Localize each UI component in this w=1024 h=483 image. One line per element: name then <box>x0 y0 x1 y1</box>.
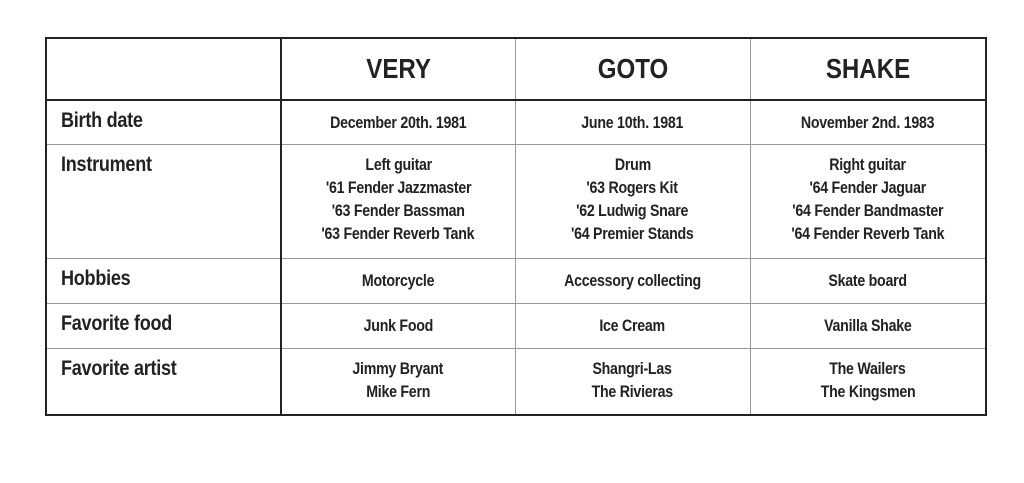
cell-text: November 2nd. 1983 <box>801 114 935 132</box>
member-profile-table: VERY GOTO SHAKE Birth date December 20th.… <box>45 37 987 416</box>
cell-text: Ice Cream <box>599 316 666 335</box>
cell-text: '64 Fender Bandmaster <box>792 201 944 220</box>
table-cell: Vanilla Shake <box>749 302 987 349</box>
cell-text: Junk Food <box>363 316 434 335</box>
cell-text: The Rivieras <box>591 382 674 401</box>
row-label: Favorite food <box>45 302 282 349</box>
corner-cell <box>45 38 282 101</box>
table-row: Favorite artist Jimmy Bryant Mike Fern Shan… <box>45 347 987 416</box>
cell-text: Mike Fern <box>366 382 431 401</box>
row-label-text: Favorite artist <box>61 356 177 380</box>
table-row: Hobbies Motorcycle Accessory collecting Ska… <box>45 257 987 304</box>
cell-text: Accessory collecting <box>564 271 701 290</box>
cell-text: Vanilla Shake <box>824 316 912 335</box>
row-label: Hobbies <box>45 257 282 304</box>
row-label: Favorite artist <box>45 347 282 416</box>
cell-text: '64 Fender Jaguar <box>809 178 927 197</box>
table-cell: Jimmy Bryant Mike Fern <box>280 347 516 416</box>
cell-text: '61 Fender Jazzmaster <box>325 178 472 197</box>
cell-text: '63 Fender Bassman <box>331 201 465 220</box>
cell-text: Motorcycle <box>362 271 435 290</box>
row-label: Instrument <box>45 143 282 259</box>
table-row: Favorite food Junk Food Ice Cream Vanilla S… <box>45 302 987 349</box>
table-cell: December 20th. 1981 <box>280 99 516 145</box>
cell-text: The Wailers <box>829 359 907 378</box>
column-header: VERY <box>280 38 516 101</box>
table-cell: The Wailers The Kingsmen <box>749 347 987 416</box>
row-label-text: Hobbies <box>61 266 131 290</box>
cell-text: Shangri-Las <box>592 359 673 378</box>
table-row: Instrument Left guitar '61 Fender Jazzmast… <box>45 143 987 259</box>
cell-text: Skate board <box>828 271 908 290</box>
table-cell: Shangri-Las The Rivieras <box>514 347 751 416</box>
row-label-text: Favorite food <box>61 311 173 335</box>
row-label: Birth date <box>45 99 282 145</box>
table-cell: Skate board <box>749 257 987 304</box>
cell-text: Right guitar <box>829 155 907 174</box>
cell-text: '63 Rogers Kit <box>586 178 679 197</box>
cell-text: Drum <box>614 155 651 174</box>
cell-text: '64 Fender Reverb Tank <box>791 224 945 243</box>
cell-text: '64 Premier Stands <box>571 224 694 243</box>
row-label-text: Birth date <box>61 109 143 132</box>
table-row: Birth date December 20th. 1981 June 10th. … <box>45 99 987 145</box>
table-cell: Left guitar '61 Fender Jazzmaster '63 Fend… <box>280 143 516 259</box>
cell-text: June 10th. 1981 <box>581 114 684 132</box>
column-header: GOTO <box>514 38 751 101</box>
header-row: VERY GOTO SHAKE <box>45 38 987 101</box>
column-header: SHAKE <box>749 38 987 101</box>
table-cell: Junk Food <box>280 302 516 349</box>
cell-text: '63 Fender Reverb Tank <box>321 224 475 243</box>
table-cell: June 10th. 1981 <box>514 99 751 145</box>
cell-text: '62 Ludwig Snare <box>576 201 689 220</box>
table-cell: Accessory collecting <box>514 257 751 304</box>
cell-text: December 20th. 1981 <box>330 114 467 132</box>
table-cell: November 2nd. 1983 <box>749 99 987 145</box>
cell-text: Left guitar <box>364 155 432 174</box>
cell-text: The Kingsmen <box>820 382 916 401</box>
table-cell: Drum '63 Rogers Kit '62 Ludwig Snare '64 Pr… <box>514 143 751 259</box>
cell-text: Jimmy Bryant <box>352 359 444 378</box>
table-cell: Motorcycle <box>280 257 516 304</box>
row-label-text: Instrument <box>61 152 152 176</box>
table-cell: Right guitar '64 Fender Jaguar '64 Fender … <box>749 143 987 259</box>
table-cell: Ice Cream <box>514 302 751 349</box>
